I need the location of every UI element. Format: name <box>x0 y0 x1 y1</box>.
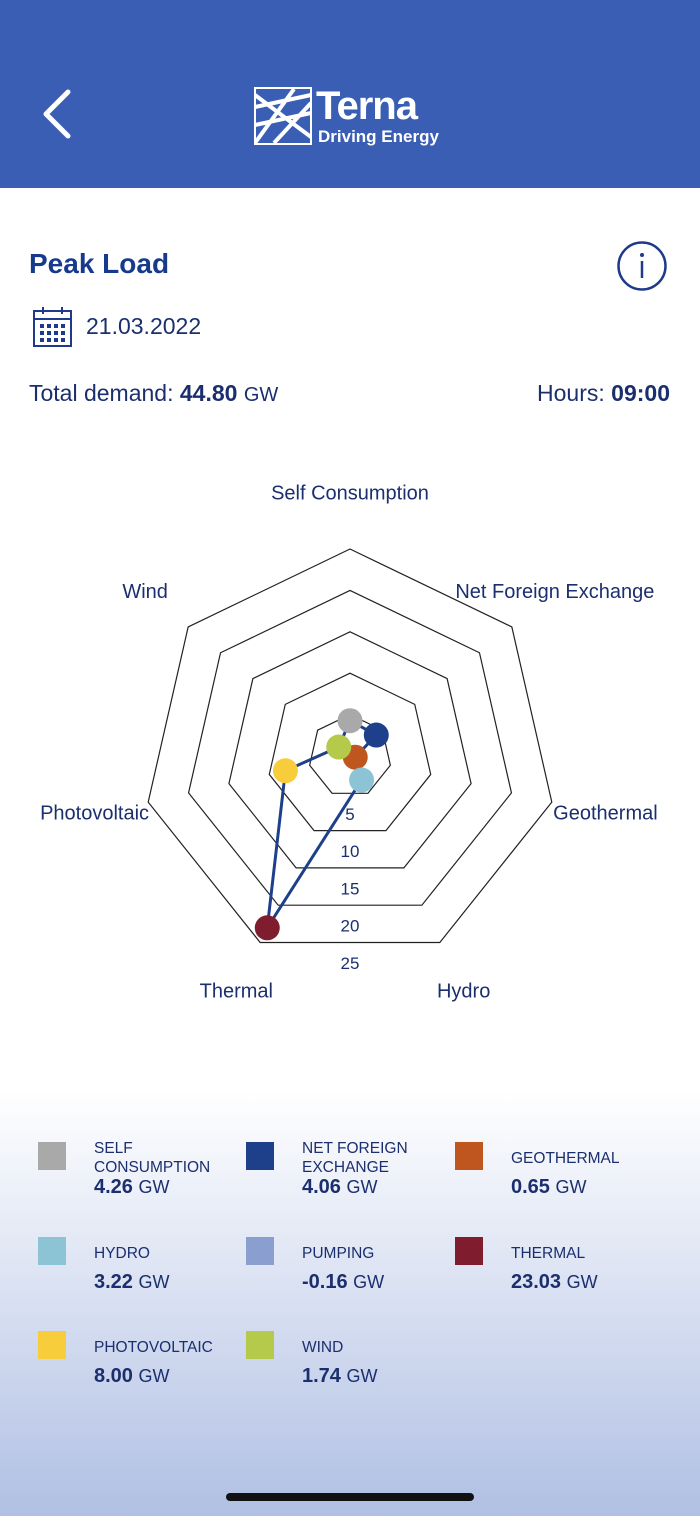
legend-value-number: 8.00 <box>94 1365 133 1387</box>
home-indicator <box>226 1493 474 1501</box>
legend-swatch <box>246 1331 274 1359</box>
legend-swatch <box>38 1142 66 1170</box>
hours-label: Hours: <box>537 380 605 406</box>
radar-chart: 5 10 15 20 25 Self Consumption Net Foreign Exc… <box>40 482 658 1002</box>
back-button[interactable] <box>30 80 80 150</box>
page-title: Peak Load <box>29 248 170 279</box>
data-point <box>349 767 375 793</box>
legend-value: -0.16 GW <box>302 1271 384 1294</box>
legend-swatch <box>38 1331 66 1359</box>
legend-label: THERMAL <box>511 1244 586 1262</box>
axis-label: Geothermal <box>553 803 658 825</box>
legend-unit: GW <box>555 1177 587 1197</box>
logo-subtitle: Driving Energy <box>318 127 439 146</box>
hours-value: 09:00 <box>611 380 670 406</box>
data-point <box>337 708 363 734</box>
grid-ring <box>228 631 472 869</box>
logo-title: Terna <box>316 84 418 128</box>
legend-value: 3.22 GW <box>94 1271 170 1294</box>
info-button[interactable] <box>616 240 668 292</box>
legend-unit: GW <box>138 1272 170 1292</box>
unit: GW <box>243 384 279 406</box>
legend-unit: GW <box>566 1272 598 1292</box>
grid-ring <box>268 672 432 832</box>
axis-label: Net Foreign Exchange <box>455 581 654 603</box>
r-tick-label: 25 <box>341 954 360 973</box>
legend-value-number: -0.16 <box>302 1271 348 1293</box>
axis-label: Thermal <box>200 980 273 1002</box>
legend-label: SELF CONSUMPTION <box>94 1140 211 1176</box>
legend-label: PUMPING <box>302 1244 375 1262</box>
legend-value-number: 3.22 <box>94 1271 133 1293</box>
app-header: Terna Driving Energy <box>0 0 700 188</box>
grid-ring <box>147 548 553 944</box>
grid-ring <box>187 589 513 906</box>
legend-value: 4.26 GW <box>94 1176 170 1199</box>
legend-label: GEOTHERMAL <box>511 1149 620 1167</box>
legend-label: WIND <box>302 1338 344 1356</box>
legend-unit: GW <box>353 1272 385 1292</box>
data-point <box>326 734 352 760</box>
axis-label: Photovoltaic <box>40 803 149 825</box>
hours: Hours: 09:00 <box>537 380 670 407</box>
legend-label: NET FOREIGN EXCHANGE <box>302 1140 408 1176</box>
legend-value: 1.74 GW <box>302 1365 378 1388</box>
legend-label: HYDRO <box>94 1244 150 1262</box>
legend-value-number: 0.65 <box>511 1176 550 1198</box>
legend-label: PHOTOVOLTAIC <box>94 1338 213 1356</box>
r-tick-label: 5 <box>345 805 354 824</box>
legend-value: 0.65 GW <box>511 1176 587 1199</box>
r-tick-label: 20 <box>341 917 360 936</box>
axis-label: Self Consumption <box>271 482 429 504</box>
total-demand: Total demand: 44.80 GW <box>29 380 278 407</box>
logo-icon <box>254 87 312 145</box>
legend-value-number: 4.26 <box>94 1176 133 1198</box>
data-point <box>272 758 298 784</box>
legend-value: 8.00 GW <box>94 1365 170 1388</box>
total-demand-label: Total demand: <box>29 380 174 406</box>
date[interactable]: 21.03.2022 <box>86 313 202 339</box>
legend-value-number: 4.06 <box>302 1176 341 1198</box>
legend-value: 4.06 GW <box>302 1176 378 1199</box>
data-point <box>363 722 389 748</box>
legend-unit: GW <box>346 1177 378 1197</box>
axis-label: Wind <box>122 581 168 603</box>
legend-value-number: 23.03 <box>511 1271 562 1293</box>
total-demand-value: 44.80 <box>179 380 238 406</box>
legend-value-number: 1.74 <box>302 1365 341 1387</box>
legend-unit: GW <box>138 1366 170 1386</box>
legend-swatch <box>38 1237 66 1265</box>
r-tick-label: 15 <box>341 879 360 898</box>
legend-value: 23.03 GW <box>511 1271 598 1294</box>
legend-unit: GW <box>138 1177 170 1197</box>
legend-unit: GW <box>346 1366 378 1386</box>
data-point <box>254 915 280 941</box>
legend-swatch <box>455 1237 483 1265</box>
legend-swatch <box>455 1142 483 1170</box>
r-tick-label: 10 <box>341 842 360 861</box>
axis-label: Hydro <box>437 980 490 1002</box>
legend-swatch <box>246 1142 274 1170</box>
legend-swatch <box>246 1237 274 1265</box>
calendar-icon[interactable] <box>32 305 74 349</box>
